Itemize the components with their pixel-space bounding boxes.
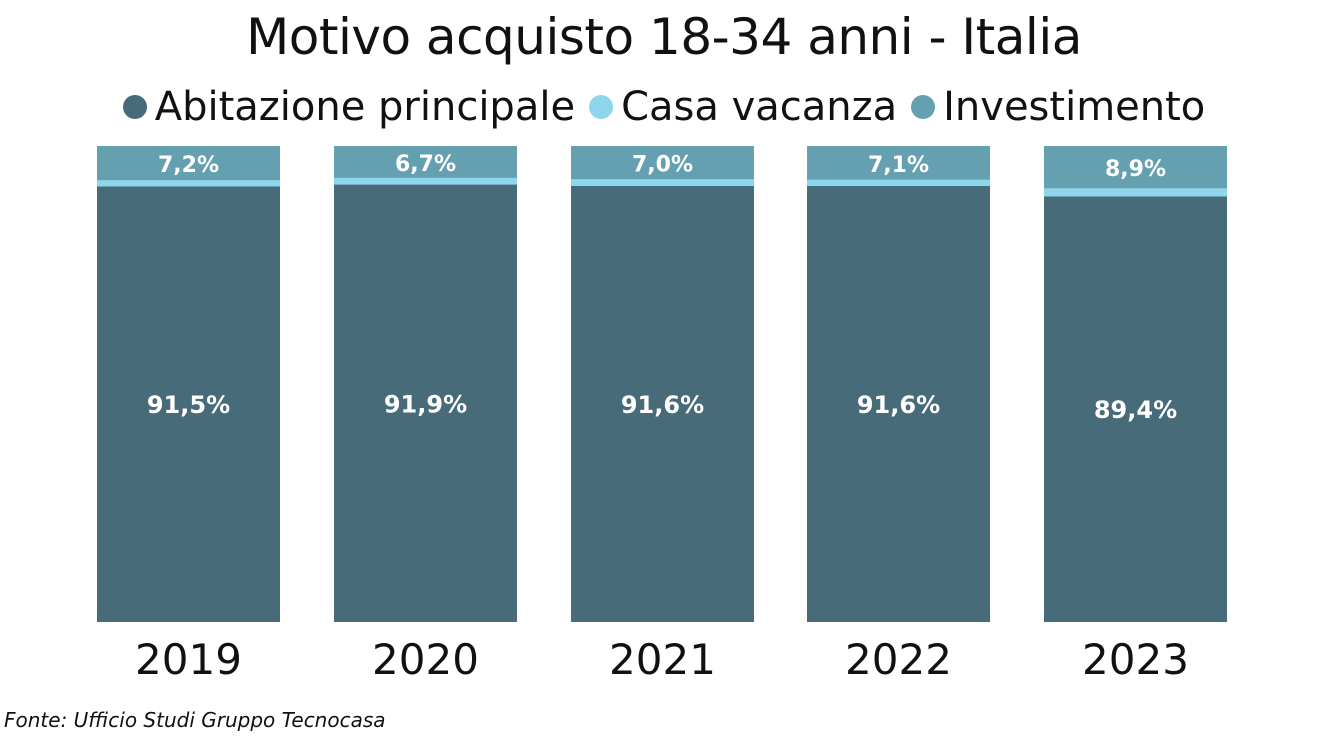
source-note: Fonte: Ufficio Studi Gruppo Tecnocasa — [4, 708, 386, 732]
bar-segment-2023-3 — [1044, 146, 1227, 189]
x-tick-label-2022: 2022 — [845, 635, 952, 684]
x-tick-label-2023: 2023 — [1082, 635, 1189, 684]
bar-segment-2022-3 — [807, 146, 990, 180]
bar-segment-2020-3 — [334, 146, 517, 178]
chart-title: Motivo acquisto 18-34 anni - Italia — [246, 8, 1082, 66]
legend: Abitazione principale Casa vacanza Inves… — [0, 84, 1328, 130]
legend-label: Investimento — [943, 84, 1206, 130]
bar-segment-2022-1 — [807, 185, 990, 622]
legend-item-abitazione: Abitazione principale — [122, 84, 576, 130]
bar-segment-2021-2 — [571, 179, 754, 186]
data-label-2019-1: 91,5% — [147, 391, 230, 419]
legend-dot-icon — [911, 95, 936, 119]
data-label-2020-1: 91,9% — [384, 390, 467, 418]
bar-segment-2020-2 — [334, 177, 517, 185]
data-label-2022-3: 7,1% — [868, 153, 929, 178]
x-tick-label-2021: 2021 — [609, 635, 716, 684]
legend-dot-icon — [589, 95, 614, 119]
bar-segment-2022-2 — [807, 179, 990, 186]
data-label-2023-1: 89,4% — [1094, 396, 1177, 424]
bar-segment-2023-2 — [1044, 188, 1227, 197]
data-label-2022-1: 91,6% — [857, 391, 940, 419]
data-label-2021-3: 7,0% — [632, 153, 693, 178]
bar-segment-2019-2 — [97, 180, 280, 187]
legend-dot-icon — [122, 95, 147, 119]
data-label-2019-3: 7,2% — [158, 153, 219, 178]
data-label-2020-3: 6,7% — [395, 152, 456, 177]
bar-segment-2020-1 — [334, 184, 517, 622]
bar-segment-2019-1 — [97, 186, 280, 622]
legend-label: Casa vacanza — [621, 84, 898, 130]
bar-segment-2019-3 — [97, 146, 280, 181]
data-label-2023-3: 8,9% — [1105, 157, 1166, 182]
x-tick-label-2019: 2019 — [135, 635, 242, 684]
legend-item-casa-vacanza: Casa vacanza — [589, 84, 897, 130]
data-label-2021-1: 91,6% — [621, 391, 704, 419]
legend-item-investimento: Investimento — [911, 84, 1205, 130]
legend-label: Abitazione principale — [154, 84, 576, 130]
bar-segment-2021-1 — [571, 185, 754, 622]
bar-segment-2023-1 — [1044, 196, 1227, 622]
bar-segment-2021-3 — [571, 146, 754, 180]
stacked-bar-chart: 91,5% 7,2% 2019 91,9% 6,7% 2020 91,6% 7,0% 2021 9… — [97, 146, 1227, 684]
x-tick-label-2020: 2020 — [372, 635, 479, 684]
